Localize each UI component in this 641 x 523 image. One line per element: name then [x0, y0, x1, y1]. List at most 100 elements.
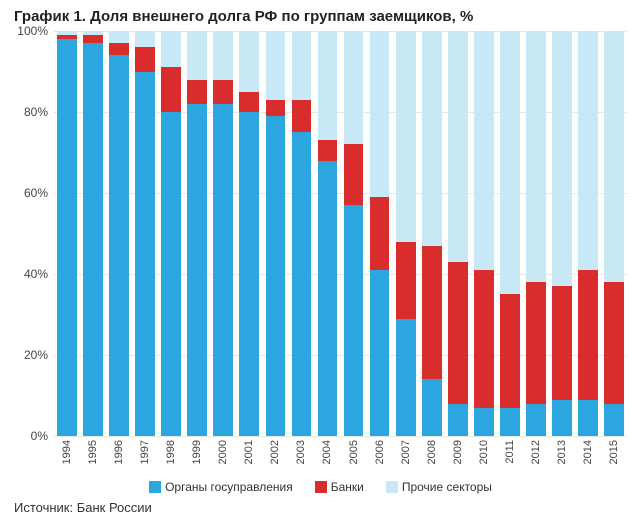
bar-segment-banks [578, 270, 598, 400]
bar-segment-other [213, 31, 233, 80]
chart-title: График 1. Доля внешнего долга РФ по груп… [14, 8, 627, 25]
x-tick-slot: 2003 [288, 436, 314, 478]
x-tick-label: 2011 [504, 440, 516, 464]
bar-segment-other [109, 31, 129, 43]
bar-segment-gov [292, 132, 312, 436]
bar-stack [318, 31, 338, 436]
bar-segment-gov [526, 404, 546, 436]
legend-item-banks: Банки [315, 480, 364, 494]
y-tick-label: 40% [24, 267, 48, 281]
legend-swatch [386, 481, 398, 493]
bar-segment-gov [239, 112, 259, 436]
bar-segment-other [266, 31, 286, 100]
x-tick-slot: 1994 [54, 436, 80, 478]
x-tick-label: 2015 [608, 440, 620, 464]
x-tick-label: 1999 [191, 440, 203, 464]
bar-slot [575, 31, 601, 436]
bar-segment-banks [266, 100, 286, 116]
y-tick-label: 60% [24, 186, 48, 200]
x-tick-label: 2005 [348, 440, 360, 464]
x-tick-label: 2004 [321, 440, 333, 464]
x-tick-slot: 1998 [158, 436, 184, 478]
x-tick-slot: 2004 [314, 436, 340, 478]
plot-wrap [54, 31, 627, 436]
bar-stack [526, 31, 546, 436]
bar-segment-gov [396, 319, 416, 436]
bar-slot [601, 31, 627, 436]
legend-item-other: Прочие секторы [386, 480, 492, 494]
bar-segment-banks [109, 43, 129, 55]
x-tick-label: 2002 [269, 440, 281, 464]
bar-segment-other [239, 31, 259, 92]
x-tick-slot: 1995 [80, 436, 106, 478]
y-tick-label: 100% [17, 24, 48, 38]
bar-segment-banks [604, 282, 624, 404]
x-tick-slot: 2012 [523, 436, 549, 478]
bar-segment-other [292, 31, 312, 100]
chart-plot-area: 0%20%40%60%80%100% [14, 31, 627, 436]
bar-segment-other [448, 31, 468, 262]
legend: Органы госуправления Банки Прочие секторы [14, 480, 627, 494]
bar-stack [135, 31, 155, 436]
x-tick-label: 1995 [87, 440, 99, 464]
x-tick-slot: 2001 [236, 436, 262, 478]
bar-segment-banks [83, 35, 103, 43]
bar-slot [236, 31, 262, 436]
bar-slot [314, 31, 340, 436]
x-tick-label: 2008 [426, 440, 438, 464]
y-tick-label: 80% [24, 105, 48, 119]
bar-segment-other [604, 31, 624, 282]
bar-segment-banks [161, 67, 181, 112]
bar-stack [57, 31, 77, 436]
bar-slot [80, 31, 106, 436]
bar-segment-other [161, 31, 181, 67]
source-text: Источник: Банк России [14, 500, 627, 515]
x-tick-slot: 1996 [106, 436, 132, 478]
x-tick-label: 2006 [374, 440, 386, 464]
bar-segment-banks [292, 100, 312, 132]
x-tick-slot: 2014 [575, 436, 601, 478]
x-tick-label: 1994 [61, 440, 73, 464]
x-tick-slot: 2002 [262, 436, 288, 478]
y-tick-label: 20% [24, 348, 48, 362]
bar-slot [497, 31, 523, 436]
bar-segment-gov [500, 408, 520, 436]
bar-stack [422, 31, 442, 436]
bar-stack [370, 31, 390, 436]
bar-stack [239, 31, 259, 436]
legend-label: Прочие секторы [402, 480, 492, 494]
bar-slot [210, 31, 236, 436]
bar-segment-gov [109, 55, 129, 436]
x-tick-slot: 2013 [549, 436, 575, 478]
bar-segment-gov [135, 72, 155, 437]
bar-segment-gov [578, 400, 598, 436]
bar-segment-gov [187, 104, 207, 436]
bar-segment-gov [266, 116, 286, 436]
bar-stack [213, 31, 233, 436]
bar-segment-gov [161, 112, 181, 436]
bar-segment-banks [370, 197, 390, 270]
bar-segment-other [135, 31, 155, 47]
bar-stack [266, 31, 286, 436]
x-tick-slot: 2007 [393, 436, 419, 478]
legend-item-gov: Органы госуправления [149, 480, 293, 494]
bar-segment-other [578, 31, 598, 270]
bar-stack [396, 31, 416, 436]
bar-segment-other [370, 31, 390, 197]
x-tick-label: 2001 [243, 440, 255, 464]
x-tick-slot: 2005 [341, 436, 367, 478]
legend-swatch [315, 481, 327, 493]
bar-segment-other [187, 31, 207, 80]
x-tick-slot: 2010 [471, 436, 497, 478]
x-tick-label: 1996 [113, 440, 125, 464]
bar-slot [54, 31, 80, 436]
bar-segment-banks [239, 92, 259, 112]
bar-slot [106, 31, 132, 436]
x-tick-label: 2013 [556, 440, 568, 464]
bar-segment-gov [370, 270, 390, 436]
bar-stack [448, 31, 468, 436]
bar-slot [471, 31, 497, 436]
bar-segment-other [396, 31, 416, 242]
bar-stack [292, 31, 312, 436]
bar-segment-banks [422, 246, 442, 380]
